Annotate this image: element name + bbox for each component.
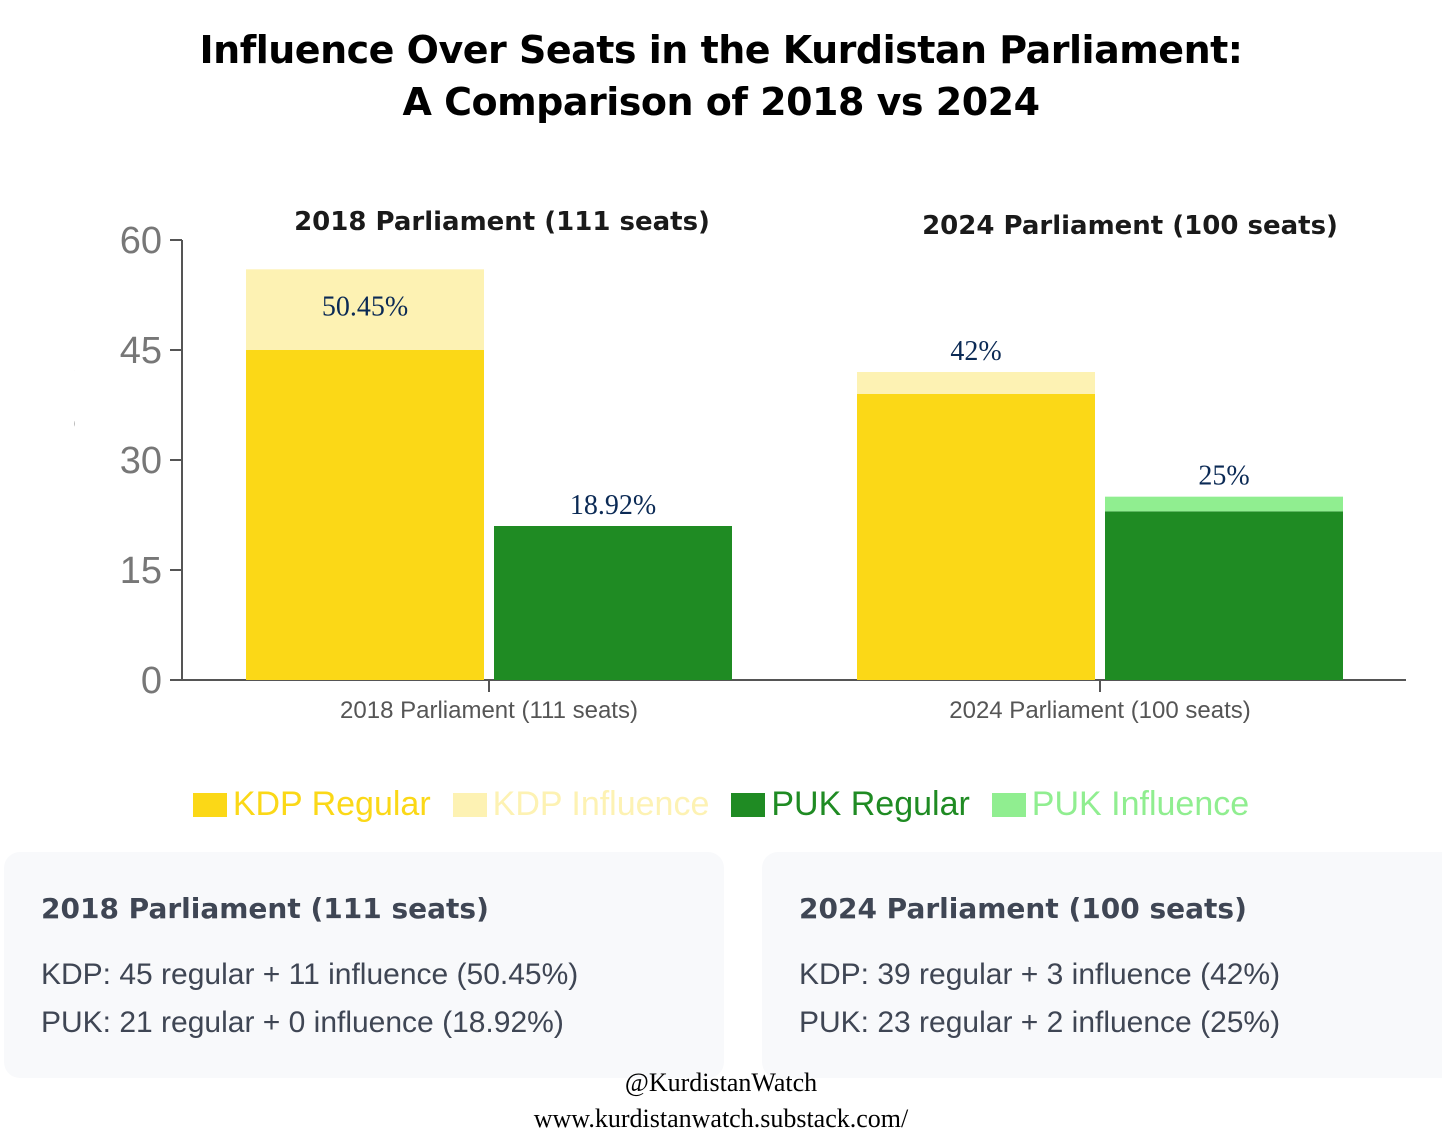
x-tick-label: 2018 Parliament (111 seats) bbox=[340, 697, 638, 724]
legend-item-kdp-regular[interactable]: KDP Regular bbox=[192, 785, 431, 824]
summary-puk-line: PUK: 21 regular + 0 influence (18.92%) bbox=[41, 1006, 564, 1039]
footer-url[interactable]: www.kurdistanwatch.substack.com/ bbox=[533, 1104, 909, 1133]
summary-card-title: 2024 Parliament (100 seats) bbox=[799, 892, 1247, 925]
y-tick-label: 0 bbox=[141, 660, 162, 702]
legend-swatch-puk-influence bbox=[991, 792, 1026, 817]
summary-card-2018: 2018 Parliament (111 seats) KDP: 45 regu… bbox=[4, 852, 724, 1078]
puk-data-label: 25% bbox=[1198, 461, 1249, 492]
title-line-2: A Comparison of 2018 vs 2024 bbox=[402, 80, 1040, 124]
group-subtitle: 2018 Parliament (111 seats) bbox=[294, 207, 710, 237]
legend: KDP Regular KDP Influence PUK Regular PU… bbox=[0, 785, 1442, 824]
kdp-influence-bar bbox=[246, 269, 484, 350]
puk-regular-bar bbox=[1105, 511, 1343, 680]
legend-item-puk-regular[interactable]: PUK Regular bbox=[731, 785, 970, 824]
group-subtitle: 2024 Parliament (100 seats) bbox=[922, 211, 1338, 241]
y-tick-label: 15 bbox=[120, 550, 162, 592]
legend-label-kdp-influence: KDP Influence bbox=[492, 785, 710, 823]
kdp-regular-bar bbox=[246, 350, 484, 680]
y-tick-label: 45 bbox=[120, 330, 162, 372]
legend-item-kdp-influence[interactable]: KDP Influence bbox=[452, 785, 710, 824]
kdp-influence-bar bbox=[857, 372, 1095, 394]
puk-influence-bar bbox=[1105, 496, 1343, 512]
footer-handle[interactable]: @KurdistanWatch bbox=[624, 1068, 818, 1097]
legend-swatch-puk-regular bbox=[731, 792, 766, 817]
kdp-data-label: 50.45% bbox=[322, 291, 408, 322]
summary-card-title: 2018 Parliament (111 seats) bbox=[41, 892, 489, 925]
y-tick-label: 60 bbox=[120, 220, 162, 262]
summary-kdp-line: KDP: 45 regular + 11 influence (50.45%) bbox=[41, 958, 579, 991]
summary-kdp-line: KDP: 39 regular + 3 influence (42%) bbox=[799, 958, 1281, 991]
legend-label-kdp-regular: KDP Regular bbox=[232, 785, 431, 823]
chart-title: Influence Over Seats in the Kurdistan Pa… bbox=[0, 24, 1442, 128]
puk-regular-bar bbox=[494, 526, 732, 680]
seat-chart: Number of Sea 0 15 30 45 60 2018 Parliament (1… bbox=[41, 204, 1406, 724]
title-line-1: Influence Over Seats in the Kurdistan Pa… bbox=[199, 28, 1244, 72]
legend-label-puk-regular: PUK Regular bbox=[771, 785, 970, 823]
kdp-regular-bar bbox=[857, 394, 1095, 680]
legend-swatch-kdp-regular bbox=[192, 792, 227, 817]
puk-data-label: 18.92% bbox=[570, 490, 656, 521]
x-tick-label: 2024 Parliament (100 seats) bbox=[949, 697, 1251, 724]
legend-item-puk-influence[interactable]: PUK Influence bbox=[991, 785, 1250, 824]
legend-label-puk-influence: PUK Influence bbox=[1031, 785, 1250, 823]
summary-card-2024: 2024 Parliament (100 seats) KDP: 39 regu… bbox=[762, 852, 1442, 1078]
legend-swatch-kdp-influence bbox=[452, 792, 487, 817]
summary-puk-line: PUK: 23 regular + 2 influence (25%) bbox=[799, 1006, 1281, 1039]
y-axis-label: Number of Sea bbox=[41, 204, 83, 460]
y-tick-label: 30 bbox=[120, 440, 162, 482]
kdp-data-label: 42% bbox=[950, 336, 1001, 367]
